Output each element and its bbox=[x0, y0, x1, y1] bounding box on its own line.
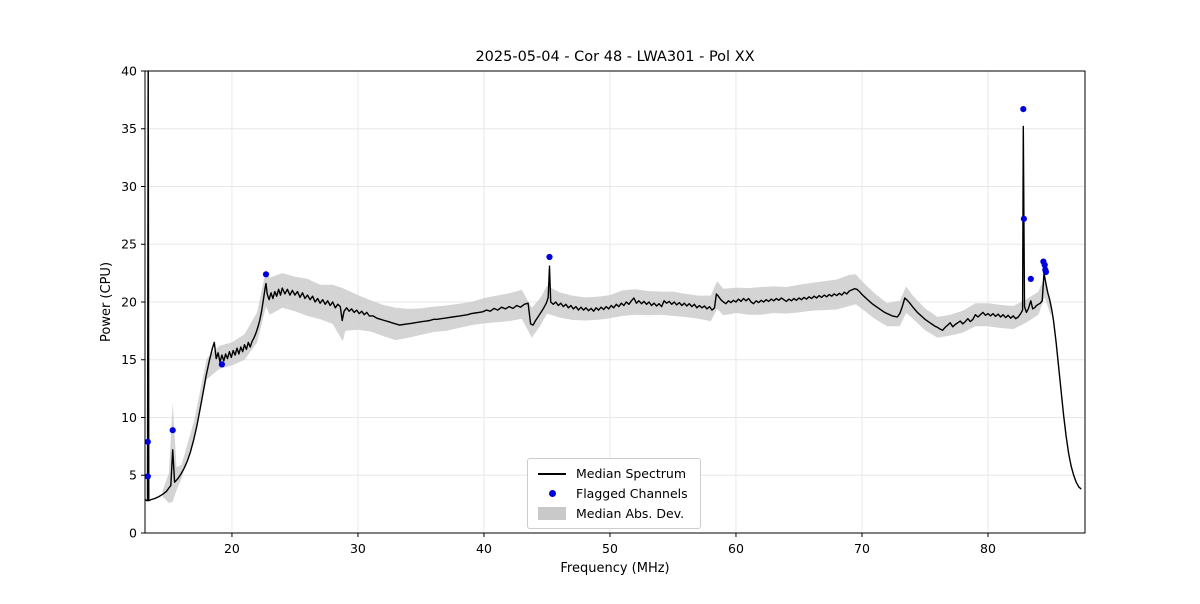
legend-label-median-spectrum: Median Spectrum bbox=[576, 466, 687, 481]
flagged-dot-swatch-icon bbox=[538, 490, 566, 497]
svg-text:35: 35 bbox=[121, 121, 137, 136]
flagged-dots bbox=[145, 106, 1049, 480]
chart-title: 2025-05-04 - Cor 48 - LWA301 - Pol XX bbox=[475, 49, 754, 65]
legend-item-median-spectrum: Median Spectrum bbox=[538, 466, 688, 481]
x-axis-label: Frequency (MHz) bbox=[560, 561, 669, 576]
svg-text:10: 10 bbox=[121, 410, 137, 425]
svg-text:60: 60 bbox=[728, 541, 744, 556]
legend-label-flagged-channels: Flagged Channels bbox=[576, 486, 688, 501]
svg-text:40: 40 bbox=[476, 541, 492, 556]
svg-text:5: 5 bbox=[129, 468, 137, 483]
svg-text:80: 80 bbox=[980, 541, 996, 556]
svg-text:50: 50 bbox=[602, 541, 618, 556]
mad-band bbox=[162, 269, 1052, 503]
svg-text:30: 30 bbox=[121, 179, 137, 194]
legend-label-mad-band: Median Abs. Dev. bbox=[576, 506, 685, 521]
svg-text:15: 15 bbox=[121, 352, 137, 367]
y-ticks: 0 5 10 15 20 25 30 35 40 bbox=[121, 63, 145, 540]
svg-text:30: 30 bbox=[350, 541, 366, 556]
legend-item-flagged-channels: Flagged Channels bbox=[538, 486, 688, 501]
svg-text:70: 70 bbox=[854, 541, 870, 556]
svg-text:40: 40 bbox=[121, 63, 137, 78]
x-ticks: 20 30 40 50 60 70 80 bbox=[224, 533, 996, 556]
legend: Median Spectrum Flagged Channels Median … bbox=[527, 458, 701, 529]
svg-text:20: 20 bbox=[224, 541, 240, 556]
mad-band-swatch-icon bbox=[538, 507, 566, 520]
svg-text:0: 0 bbox=[129, 525, 137, 540]
median-line-swatch-icon bbox=[538, 472, 566, 475]
legend-item-mad-band: Median Abs. Dev. bbox=[538, 506, 688, 521]
median-line bbox=[145, 71, 1082, 502]
svg-text:20: 20 bbox=[121, 294, 137, 309]
y-axis-label: Power (CPU) bbox=[99, 262, 114, 342]
svg-text:25: 25 bbox=[121, 237, 137, 252]
